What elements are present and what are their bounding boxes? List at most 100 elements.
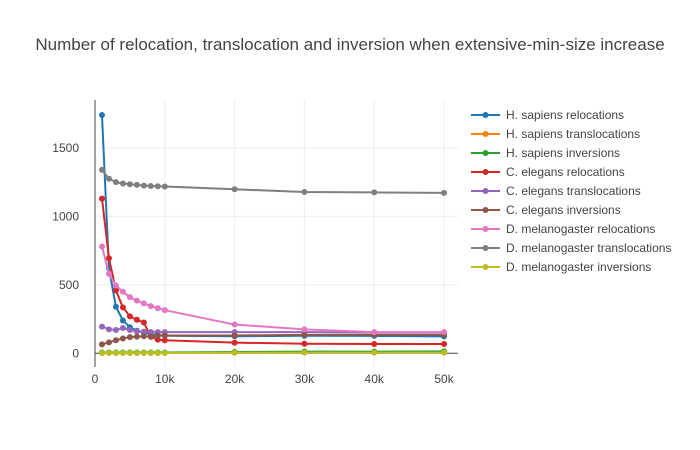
legend-item[interactable]: H. sapiens relocations (471, 108, 624, 122)
data-point (126, 350, 133, 357)
data-point (161, 337, 168, 344)
data-point (112, 282, 119, 289)
series-7 (98, 166, 448, 196)
data-point (133, 316, 140, 323)
data-point (98, 166, 105, 173)
legend-marker (482, 150, 489, 156)
data-point (441, 349, 448, 356)
data-point (98, 350, 105, 357)
data-point (105, 350, 112, 357)
data-point (119, 335, 126, 342)
y-tick-label: 1500 (52, 141, 79, 155)
legend-item[interactable]: D. melanogaster inversions (471, 260, 651, 274)
data-point (371, 189, 378, 196)
data-point (98, 243, 105, 250)
data-point (301, 349, 308, 356)
data-point (126, 334, 133, 341)
data-point (98, 112, 105, 119)
legend-item[interactable]: D. melanogaster relocations (471, 222, 655, 236)
x-tick-label: 50k (434, 372, 454, 386)
data-point (119, 324, 126, 331)
legend-label: C. elegans translocations (506, 184, 641, 198)
data-point (154, 350, 161, 357)
y-tick-label: 0 (72, 346, 79, 360)
legend-label: H. sapiens relocations (506, 108, 624, 122)
gridlines (95, 100, 458, 367)
data-point (119, 350, 126, 357)
legend-item[interactable]: H. sapiens inversions (471, 146, 620, 160)
data-point (231, 332, 238, 339)
data-point (112, 327, 119, 334)
data-point (154, 332, 161, 339)
chart-title: Number of relocation, translocation and … (35, 35, 664, 54)
data-point (161, 332, 168, 339)
data-point (140, 300, 147, 307)
legend-marker (482, 131, 489, 137)
data-point (231, 339, 238, 346)
legend-marker (482, 169, 489, 175)
data-point (140, 328, 147, 335)
data-point (119, 304, 126, 311)
data-point (112, 337, 119, 344)
legend-label: D. melanogaster translocations (506, 241, 671, 255)
data-point (147, 182, 154, 189)
legend-item[interactable]: H. sapiens translocations (471, 127, 640, 141)
data-point (301, 340, 308, 347)
data-point (133, 181, 140, 188)
data-point (231, 349, 238, 356)
data-point (371, 349, 378, 356)
legend-item[interactable]: C. elegans inversions (471, 203, 621, 217)
data-point (161, 307, 168, 314)
data-point (112, 350, 119, 357)
tick-labels: 0 500 1000 1500 0 10k 20k 30k 40k 50k (52, 141, 454, 386)
series-line (101, 169, 445, 194)
data-series (98, 112, 448, 357)
data-point (154, 305, 161, 312)
data-point (105, 326, 112, 333)
x-tick-label: 0 (92, 372, 99, 386)
data-point (301, 326, 308, 333)
data-point (441, 329, 448, 336)
legend-item[interactable]: D. melanogaster translocations (471, 241, 671, 255)
legend-item[interactable]: C. elegans translocations (471, 184, 641, 198)
x-tick-label: 40k (365, 372, 385, 386)
y-tick-label: 1000 (52, 209, 79, 223)
data-point (126, 327, 133, 334)
data-point (133, 333, 140, 340)
legend-label: H. sapiens inversions (506, 146, 620, 160)
data-point (119, 317, 126, 324)
data-point (126, 294, 133, 301)
legend-label: D. melanogaster relocations (506, 222, 655, 236)
data-point (126, 181, 133, 188)
series-line (101, 246, 445, 334)
series-line (100, 198, 445, 345)
legend-marker (482, 245, 489, 251)
legend-marker (482, 188, 489, 194)
x-tick-label: 30k (295, 372, 315, 386)
y-tick-label: 500 (59, 278, 79, 292)
data-point (105, 339, 112, 346)
data-point (371, 340, 378, 347)
data-point (98, 323, 105, 330)
data-point (140, 333, 147, 340)
data-point (301, 189, 308, 196)
data-point (231, 321, 238, 328)
data-point (119, 180, 126, 187)
data-point (105, 175, 112, 182)
data-point (441, 340, 448, 347)
data-point (98, 195, 105, 202)
legend[interactable]: H. sapiens relocations H. sapiens translo… (471, 108, 671, 274)
data-point (133, 328, 140, 335)
series-3 (98, 195, 448, 347)
data-point (126, 313, 133, 320)
data-point (112, 287, 119, 294)
legend-item[interactable]: C. elegans relocations (471, 165, 625, 179)
data-point (147, 333, 154, 340)
data-point (105, 270, 112, 277)
data-point (441, 189, 448, 196)
legend-marker (482, 226, 489, 232)
data-point (371, 329, 378, 336)
data-point (147, 303, 154, 310)
